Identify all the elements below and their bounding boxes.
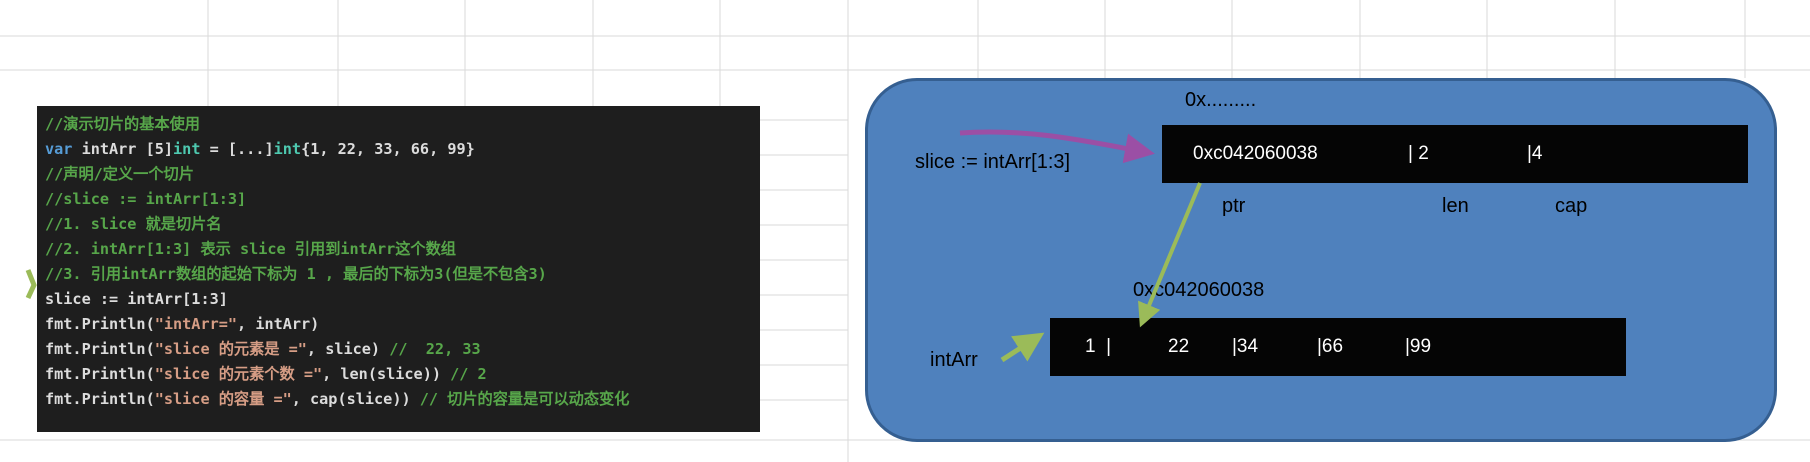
code-line: fmt.Println("slice 的容量 =", cap(slice)) /… [45,387,760,412]
code-token: //3. 引用intArr数组的起始下标为 1 , 最后的下标为3(但是不包含3… [45,265,547,283]
array-cell: |66 [1317,336,1344,357]
code-line: var intArr [5]int = [...]int{1, 22, 33, … [45,137,760,162]
intarr-array-box [1050,318,1626,376]
code-line: fmt.Println("intArr=", intArr) [45,312,760,337]
code-token: fmt.Println( [45,315,155,333]
code-token: {1, 22, 33, 66, 99} [301,140,475,158]
top-address-label: 0x......... [1185,89,1257,111]
slice-ptr-value: 0xc042060038 [1193,143,1318,164]
slice-cap-value: |4 [1527,143,1543,164]
slice-struct-box [1162,125,1748,183]
code-token: // 2 [450,365,487,383]
code-line: slice := intArr[1:3] [45,287,760,312]
code-token: , cap(slice)) [291,390,420,408]
code-token: int [273,140,302,158]
code-line: //1. slice 就是切片名 [45,212,760,237]
slice-len-value: | 2 [1408,143,1429,164]
code-token: , intArr) [237,315,320,333]
code-token: , slice) [306,340,390,358]
code-line: fmt.Println("slice 的元素个数 =", len(slice))… [45,362,760,387]
code-token: fmt.Println( [45,390,155,408]
code-line: //声明/定义一个切片 [45,162,760,187]
code-line: //slice := intArr[1:3] [45,187,760,212]
slice-label: slice := intArr[1:3] [915,151,1071,173]
array-cell: 1 | [1085,336,1112,357]
code-token: [5] [145,140,174,158]
code-token: //声明/定义一个切片 [45,165,194,183]
array-cell: 22 [1168,336,1190,357]
code-token: slice := intArr[1:3] [45,290,228,308]
code-token: int [173,140,201,158]
code-token: //2. intArr[1:3] 表示 slice 引用到intArr这个数组 [45,240,456,258]
array-cell: |34 [1232,336,1259,357]
array-cell: |99 [1405,336,1432,357]
code-token: fmt.Println( [45,340,155,358]
cap-label: cap [1555,195,1588,217]
code-token: //演示切片的基本使用 [45,115,200,133]
code-token: // 切片的容量是可以动态变化 [419,390,630,408]
code-token: "intArr=" [154,315,238,333]
code-token: intArr [81,140,146,158]
code-token: //1. slice 就是切片名 [45,215,222,233]
code-line: //演示切片的基本使用 [45,112,760,137]
code-line: //3. 引用intArr数组的起始下标为 1 , 最后的下标为3(但是不包含3… [45,262,760,287]
code-line: //2. intArr[1:3] 表示 slice 引用到intArr这个数组 [45,237,760,262]
code-editor-panel: //演示切片的基本使用 var intArr [5]int = [...]int{… [37,106,760,432]
array-address-label: 0xc042060038 [1133,279,1265,301]
code-token: "slice 的元素个数 =" [154,365,323,383]
code-line: fmt.Println("slice 的元素是 =", slice) // 22… [45,337,760,362]
code-token: "slice 的容量 =" [154,390,292,408]
code-token: fmt.Println( [45,365,155,383]
intarr-label: intArr [930,349,978,371]
code-token: //slice := intArr[1:3] [45,190,247,208]
code-token: var [45,140,82,158]
code-token: = [...] [200,140,274,158]
code-token: // 22, 33 [389,340,481,358]
code-token: "slice 的元素是 =" [154,340,307,358]
code-token: , len(slice)) [322,365,451,383]
ptr-label: ptr [1222,195,1246,217]
len-label: len [1442,195,1469,217]
